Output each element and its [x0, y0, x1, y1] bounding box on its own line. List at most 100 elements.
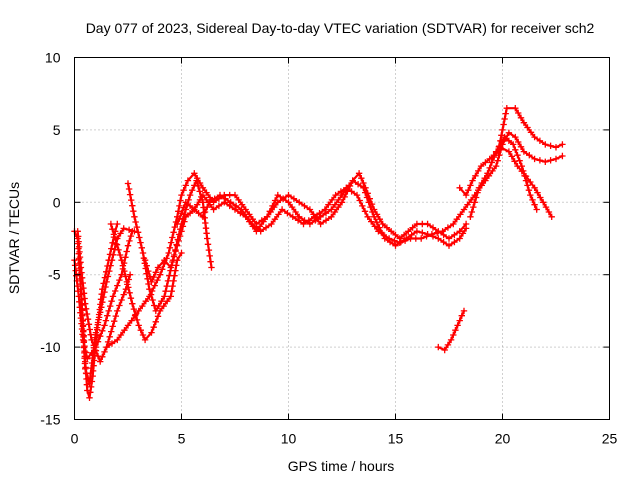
- data-point-marker: [164, 298, 171, 305]
- data-point-marker: [434, 229, 441, 236]
- y-tick-label: 10: [45, 50, 61, 66]
- data-point-marker: [137, 327, 144, 334]
- data-point-marker: [471, 199, 478, 206]
- data-point-marker: [331, 208, 339, 216]
- data-point-marker: [113, 241, 121, 248]
- data-point-marker: [364, 213, 371, 220]
- data-point-marker: [412, 235, 419, 242]
- data-point-marker: [104, 338, 112, 346]
- data-point-marker: [531, 184, 538, 191]
- data-point-marker: [178, 191, 185, 199]
- data-point-marker: [101, 322, 108, 329]
- data-point-marker: [462, 191, 470, 199]
- data-point-marker: [196, 196, 204, 204]
- data-point-marker: [453, 216, 460, 223]
- data-point-marker: [177, 197, 184, 204]
- data-point-marker: [435, 235, 442, 242]
- data-point-marker: [559, 152, 566, 160]
- data-point-marker: [317, 220, 324, 228]
- data-point-marker: [176, 232, 184, 240]
- data-point-marker: [457, 211, 464, 218]
- data-point-marker: [456, 184, 463, 191]
- data-point-marker: [118, 271, 125, 278]
- data-point-marker: [132, 218, 139, 226]
- data-point-marker: [435, 343, 442, 351]
- data-point-marker: [95, 314, 103, 321]
- data-point-marker: [467, 196, 475, 204]
- data-point-marker: [388, 228, 395, 235]
- data-point-marker: [478, 179, 485, 187]
- data-point-marker: [450, 220, 457, 228]
- data-series-arc-5: [107, 220, 185, 344]
- data-point-marker: [419, 229, 426, 236]
- data-point-marker: [203, 196, 210, 204]
- data-point-marker: [312, 217, 319, 224]
- data-point-marker: [210, 206, 217, 213]
- data-point-marker: [99, 353, 106, 360]
- data-point-marker: [376, 216, 383, 223]
- data-point-marker: [186, 202, 194, 210]
- x-tick-label: 15: [388, 431, 404, 447]
- data-point-marker: [172, 248, 179, 255]
- data-point-marker: [116, 251, 124, 259]
- data-point-marker: [109, 293, 117, 300]
- data-point-marker: [130, 305, 138, 313]
- data-point-marker: [515, 138, 522, 146]
- data-point-marker: [154, 276, 161, 284]
- data-point-marker: [121, 267, 128, 275]
- data-point-marker: [226, 191, 233, 199]
- data-point-marker: [102, 317, 110, 324]
- data-point-marker: [126, 191, 134, 198]
- data-point-marker: [108, 328, 115, 335]
- data-point-marker: [474, 189, 481, 196]
- data-point-marker: [246, 218, 253, 225]
- data-point-marker: [152, 318, 159, 325]
- data-point-marker: [559, 141, 566, 148]
- data-point-marker: [349, 177, 356, 184]
- data-point-marker: [488, 155, 495, 163]
- data-point-marker: [369, 208, 376, 216]
- axis-ticks: 0 5 10 15 20 25 -15 -10 -5 0 5 10: [40, 50, 617, 447]
- data-point-marker: [365, 199, 372, 206]
- data-point-marker: [271, 216, 279, 223]
- data-point-marker: [514, 162, 521, 170]
- data-point-marker: [133, 316, 141, 324]
- data-point-marker: [355, 170, 363, 177]
- data-point-marker: [84, 316, 92, 323]
- data-point-marker: [120, 225, 127, 232]
- data-point-marker: [358, 175, 365, 182]
- data-point-marker: [456, 235, 463, 242]
- data-point-marker: [311, 213, 318, 220]
- data-point-marker: [196, 188, 203, 195]
- data-point-marker: [284, 210, 291, 217]
- data-point-marker: [470, 203, 477, 211]
- data-point-marker: [472, 194, 480, 201]
- data-point-marker: [82, 305, 90, 312]
- data-point-marker: [459, 230, 467, 237]
- data-point-marker: [87, 331, 94, 338]
- data-point-marker: [505, 148, 513, 155]
- data-point-marker: [260, 218, 267, 225]
- data-point-marker: [531, 133, 538, 141]
- data-point-marker: [126, 271, 134, 278]
- data-point-marker: [505, 137, 513, 144]
- data-point-marker: [112, 236, 119, 243]
- data-point-marker: [472, 172, 479, 179]
- data-point-marker: [533, 206, 540, 213]
- data-point-marker: [169, 282, 176, 290]
- data-point-marker: [361, 208, 369, 215]
- data-point-marker: [271, 197, 279, 204]
- data-point-marker: [191, 170, 198, 177]
- data-point-marker: [129, 300, 136, 307]
- data-point-marker: [109, 323, 116, 330]
- data-series-arc-9: [174, 177, 470, 249]
- data-point-marker: [429, 224, 437, 231]
- data-point-marker: [166, 244, 174, 251]
- data-point-marker: [204, 241, 212, 248]
- chart-title: Day 077 of 2023, Sidereal Day-to-day VTE…: [86, 20, 595, 36]
- data-point-marker: [108, 298, 115, 305]
- data-point-marker: [136, 234, 143, 241]
- data-point-marker: [450, 331, 457, 339]
- data-point-marker: [199, 213, 207, 220]
